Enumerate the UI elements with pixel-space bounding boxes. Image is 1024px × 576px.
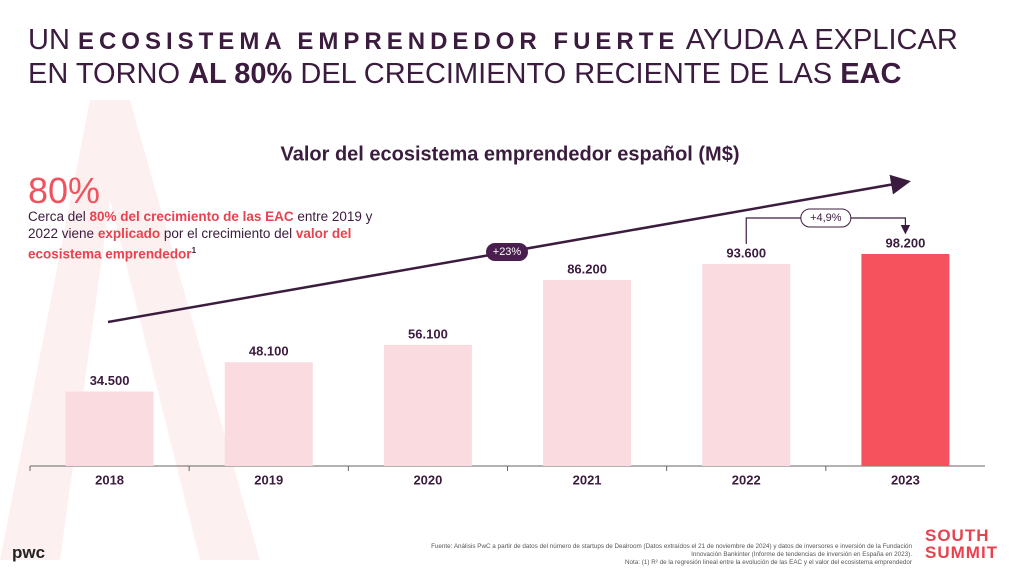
x-tick-label: 2019 <box>254 472 283 487</box>
bar <box>224 362 313 466</box>
bar <box>65 391 154 466</box>
header-text: EAC <box>840 58 902 90</box>
value-label: 93.600 <box>726 245 766 260</box>
text: entre 2019 y 2022 viene <box>28 209 373 241</box>
header-text: EN TORNO <box>28 58 189 90</box>
x-tick-label: 2020 <box>413 472 442 487</box>
bar <box>543 279 632 466</box>
annotation-badge <box>486 243 528 261</box>
text: 80% del crecimiento de las EAC <box>89 209 294 224</box>
annotation: +23% <box>493 246 522 258</box>
source: Fuente: Análisis PwC a partir de datos d… <box>431 543 912 567</box>
chart-title: Valor del ecosistema emprendedor español… <box>280 143 739 165</box>
logo-text: SOUTH <box>925 526 990 545</box>
annotation: +4,9% <box>810 212 842 224</box>
text: valor del ecosistema emprendedor <box>28 226 352 262</box>
logo-text: SUMMIT <box>925 543 999 562</box>
x-tick-label: 2021 <box>573 472 602 487</box>
text: Cerca del <box>28 209 90 224</box>
value-label: 34.500 <box>90 373 130 388</box>
x-tick-label: 2018 <box>95 472 124 487</box>
logo: pwc <box>12 543 46 562</box>
header-text: AYUDA A EXPLICAR <box>679 24 958 56</box>
value-label: 48.100 <box>249 344 289 359</box>
bar <box>702 263 791 466</box>
footnote-mark: 1 <box>191 246 197 255</box>
text: explicado <box>97 226 161 241</box>
text: por el crecimiento del <box>160 226 296 241</box>
bar <box>861 254 950 466</box>
header-text: AL 80% <box>188 58 293 90</box>
value-label: 98.200 <box>886 235 926 250</box>
x-tick-label: 2023 <box>891 472 920 487</box>
header-text: DEL CRECIMIENTO RECIENTE DE LAS <box>292 58 841 90</box>
source-line: Nota: (1) R² de la regresión lineal entr… <box>624 559 912 566</box>
header-text: UN <box>28 24 78 56</box>
callout-text: Cerca del 80% del crecimiento de las EAC… <box>28 208 378 263</box>
header-line: UN ECOSISTEMA EMPRENDEDOR FUERTE AYUDA A… <box>28 24 958 57</box>
bar <box>383 344 472 466</box>
source-line: Innovación Bankinter (Informe de tendenc… <box>691 551 912 558</box>
annotation-badge <box>800 208 852 228</box>
background-shape <box>0 100 260 560</box>
header-text: ECOSISTEMA EMPRENDEDOR FUERTE <box>77 28 680 55</box>
logo: SOUTH SUMMIT <box>925 527 998 561</box>
header-line: EN TORNO AL 80% DEL CRECIMIENTO RECIENTE… <box>28 58 901 91</box>
callout-figure: 80% <box>28 170 101 211</box>
value-label: 56.100 <box>408 326 448 341</box>
x-tick-label: 2022 <box>732 472 761 487</box>
value-label: 86.200 <box>567 261 607 276</box>
source-line: Fuente: Análisis PwC a partir de datos d… <box>431 543 912 550</box>
